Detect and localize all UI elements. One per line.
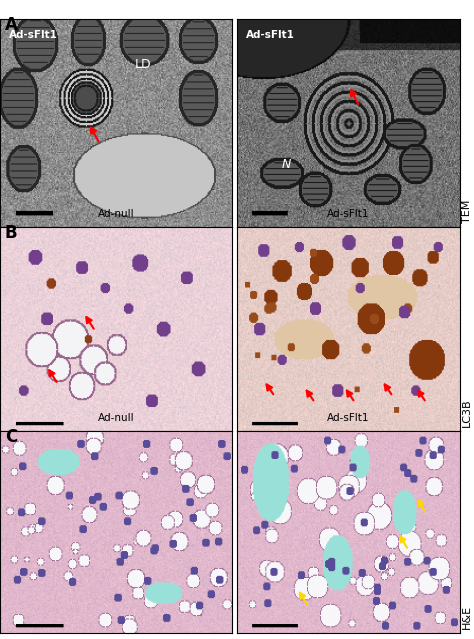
Text: TEM: TEM bbox=[462, 199, 472, 222]
Text: Ad-sFlt1: Ad-sFlt1 bbox=[327, 209, 370, 219]
Text: Ad-null: Ad-null bbox=[98, 413, 135, 423]
Text: A: A bbox=[5, 16, 18, 34]
Text: LC3B: LC3B bbox=[462, 399, 472, 427]
Text: H&E: H&E bbox=[462, 604, 472, 629]
Text: Ad-null: Ad-null bbox=[98, 209, 135, 219]
Text: LD: LD bbox=[135, 58, 151, 72]
Text: Ad-sFlt1: Ad-sFlt1 bbox=[9, 29, 58, 40]
Text: Ad-sFlt1: Ad-sFlt1 bbox=[327, 413, 370, 423]
Text: N: N bbox=[282, 158, 291, 171]
Text: B: B bbox=[5, 224, 18, 242]
Text: Ad-sFlt1: Ad-sFlt1 bbox=[246, 29, 295, 40]
Text: C: C bbox=[5, 428, 17, 446]
